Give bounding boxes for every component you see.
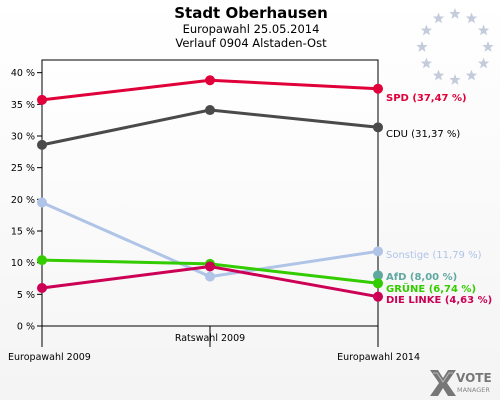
series-label: AfD (8,00 %) <box>386 272 457 283</box>
star-icon <box>449 74 461 85</box>
star-icon <box>420 24 433 36</box>
series-layer <box>37 75 383 302</box>
chart-subtitle: Europawahl 25.05.2014 <box>183 22 320 36</box>
y-tick-label: 25 % <box>11 163 35 174</box>
star-icon <box>416 41 428 52</box>
x-tick-label: Ratswahl 2009 <box>175 333 245 344</box>
vote-manager-x-icon <box>430 370 456 396</box>
eu-stars-icon <box>416 8 494 85</box>
chart-title: Stadt Oberhausen <box>174 4 328 22</box>
star-icon <box>465 69 478 81</box>
data-point <box>373 246 383 257</box>
series-label: GRÜNE (6,74 %) <box>386 281 476 295</box>
end-labels: SPD (37,47 %) CDU (31,37 %) Sonstige (11,7… <box>386 93 492 306</box>
y-axis: 0 % 5 % 10 % 15 % 20 % 25 % 30 % 35 % 40 % <box>11 68 42 333</box>
x-axis: Europawahl 2009 Ratswahl 2009 Europawahl 2… <box>8 326 420 363</box>
y-tick-label: 35 % <box>11 100 35 111</box>
data-point <box>205 75 215 86</box>
data-point <box>373 291 383 302</box>
y-tick-label: 0 % <box>17 322 35 333</box>
data-point <box>373 270 383 281</box>
star-icon <box>449 8 461 19</box>
chart-subtitle-2: Verlauf 0904 Alstaden-Ost <box>175 36 327 50</box>
series-label: DIE LINKE (4,63 %) <box>386 295 492 306</box>
vote-manager-logo: VOTE MANAGER <box>430 370 492 396</box>
data-point <box>373 122 383 133</box>
data-point <box>373 278 383 289</box>
y-tick-label: 15 % <box>11 227 35 238</box>
y-tick-label: 30 % <box>11 132 35 143</box>
data-point <box>37 283 47 293</box>
data-point <box>37 94 47 105</box>
star-icon <box>477 24 490 36</box>
data-point <box>205 271 215 282</box>
data-point <box>37 139 47 150</box>
y-tick-label: 10 % <box>11 258 35 269</box>
star-icon <box>465 12 478 24</box>
series-label: SPD (37,47 %) <box>386 93 467 104</box>
y-tick-label: 20 % <box>11 195 35 206</box>
star-icon <box>482 41 494 52</box>
star-icon <box>432 69 445 81</box>
plot-area <box>41 59 379 327</box>
star-icon <box>477 57 490 69</box>
data-point <box>37 197 47 208</box>
data-point <box>205 261 215 272</box>
series-label: CDU (31,37 %) <box>386 129 460 140</box>
x-tick-label: Europawahl 2009 <box>8 352 91 363</box>
series-label: Sonstige (11,79 %) <box>386 250 482 261</box>
star-icon <box>420 57 433 69</box>
data-point <box>205 105 215 116</box>
y-tick-label: 5 % <box>17 290 35 301</box>
data-point <box>373 83 383 94</box>
star-icon <box>432 12 445 24</box>
vote-manager-logo-line2: MANAGER <box>457 386 490 394</box>
data-point <box>37 255 47 266</box>
y-tick-label: 40 % <box>11 68 35 79</box>
x-tick-label: Europawahl 2014 <box>337 352 420 363</box>
vote-manager-logo-line1: VOTE <box>456 371 492 385</box>
